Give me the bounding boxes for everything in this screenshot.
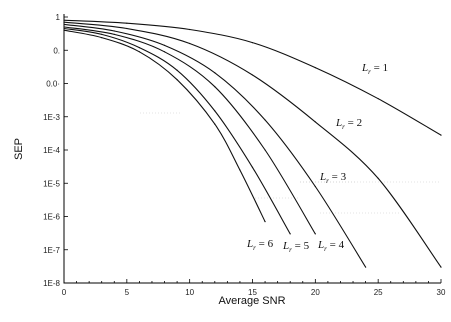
data-point	[377, 98, 379, 100]
data-point	[113, 33, 115, 35]
data-point	[440, 266, 442, 268]
data-point	[63, 29, 65, 31]
series-label: Lr = 5	[282, 240, 310, 254]
data-point	[214, 86, 216, 88]
labels-layer: Lr = 1 Lr = 2 Lr = 3 Lr = 4 Lr = 5 Lr = 6	[246, 62, 388, 254]
series-line	[63, 29, 266, 222]
data-point	[365, 266, 367, 268]
data-point	[189, 28, 191, 31]
series-line	[63, 21, 442, 268]
x-tick-label: 30	[437, 288, 446, 297]
data-point	[314, 121, 316, 123]
series-label: Lr = 4	[317, 239, 345, 253]
y-tick-label: 0.0·	[46, 80, 60, 89]
x-tick-label: 10	[185, 288, 194, 297]
data-point	[63, 19, 65, 21]
data-point	[264, 119, 266, 121]
y-tick-label: 1E-5	[43, 179, 60, 188]
series-label: Lr = 1	[361, 62, 388, 76]
x-tick-label: 20	[311, 288, 320, 297]
data-point	[264, 221, 266, 223]
series-line	[63, 26, 316, 235]
data-point	[101, 33, 103, 35]
y-tick-label: 1	[56, 13, 61, 22]
data-point	[63, 21, 65, 23]
series-label: Lr = 6	[246, 238, 274, 252]
series-label: Lr = 2	[335, 117, 362, 131]
x-tick-label: 25	[374, 288, 383, 297]
series-line	[63, 23, 367, 268]
data-point	[251, 166, 254, 168]
grid-layer	[140, 112, 440, 214]
x-axis-title: Average SNR	[218, 295, 285, 307]
y-tick-label: 1E-7	[43, 246, 60, 255]
y-tick-label: 1E-4	[43, 146, 60, 155]
data-point	[63, 26, 65, 28]
x-tick-label: 15	[248, 288, 257, 297]
data-point	[176, 79, 178, 81]
data-point	[251, 41, 254, 44]
data-point	[176, 69, 178, 71]
data-point	[126, 22, 128, 24]
y-tick-label: 1E-6	[43, 213, 60, 222]
data-point	[138, 47, 140, 49]
data-point	[138, 51, 140, 53]
data-point	[264, 149, 266, 151]
data-point	[239, 169, 241, 171]
y-axis-title: SEP	[13, 138, 25, 160]
data-point	[63, 27, 65, 30]
data-point	[377, 177, 379, 179]
data-point	[251, 74, 254, 76]
data-point	[126, 27, 128, 30]
data-point	[289, 233, 291, 235]
series-label: Lr = 3	[319, 171, 347, 185]
data-point	[189, 42, 191, 45]
x-tick-label: 5	[125, 288, 130, 297]
data-point	[163, 51, 166, 53]
data-point	[314, 185, 316, 188]
y-tick-label: 1E-3	[43, 113, 60, 122]
series-line	[63, 19, 442, 136]
data-point	[440, 134, 442, 136]
x-tick-label: 0	[62, 288, 67, 297]
data-point	[101, 37, 103, 39]
data-point	[314, 67, 316, 69]
data-point	[63, 23, 65, 25]
ticks-layer: 0 5 10 15 20 25 30 1 0. 0.0· 1E-3 1E-4 1E-5 1E-6 1E-7 1…	[43, 13, 446, 297]
y-tick-label: 1E-8	[43, 279, 60, 288]
data-point	[163, 44, 166, 46]
data-point	[214, 72, 216, 74]
curves-layer	[63, 19, 442, 268]
data-point	[214, 123, 216, 125]
y-tick-label: 0.	[53, 46, 60, 55]
data-point	[314, 233, 316, 235]
data-point	[113, 30, 115, 32]
data-point	[214, 110, 216, 112]
